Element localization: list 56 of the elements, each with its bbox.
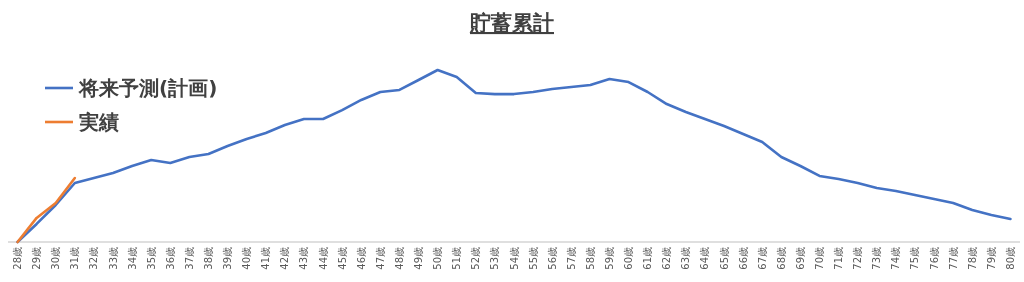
x-tick-label: 61歳 (642, 247, 654, 270)
x-tick-label: 63歳 (680, 247, 692, 270)
x-tick-label: 54歳 (508, 247, 520, 270)
x-tick-label: 50歳 (432, 247, 444, 270)
x-tick-label: 80歳 (1004, 247, 1016, 270)
x-tick-label: 75歳 (909, 247, 921, 270)
x-tick-label: 35歳 (145, 247, 157, 270)
x-tick-label: 37歳 (183, 247, 195, 270)
x-tick-label: 78歳 (966, 247, 978, 270)
x-tick-label: 46歳 (355, 247, 367, 270)
x-tick-label: 36歳 (164, 247, 176, 270)
x-tick-label: 66歳 (737, 247, 749, 270)
legend-label: 将来予測(計画) (78, 76, 218, 100)
x-tick-label: 38歳 (202, 247, 214, 270)
x-tick-label: 73歳 (871, 247, 883, 270)
x-tick-label: 62歳 (661, 247, 673, 270)
x-tick-label: 68歳 (775, 247, 787, 270)
x-tick-label: 33歳 (107, 247, 119, 270)
x-tick-label: 47歳 (374, 247, 386, 270)
x-tick-label: 40歳 (241, 247, 253, 270)
x-tick-label: 41歳 (260, 247, 272, 270)
x-tick-label: 34歳 (126, 247, 138, 270)
x-tick-label: 56歳 (546, 247, 558, 270)
x-tick-label: 49歳 (413, 247, 425, 270)
x-tick-label: 29歳 (31, 247, 43, 270)
x-tick-label: 42歳 (279, 247, 291, 270)
legend-label: 実績 (78, 110, 119, 134)
x-tick-label: 77歳 (947, 247, 959, 270)
x-tick-label: 32歳 (88, 247, 100, 270)
x-tick-label: 69歳 (794, 247, 806, 270)
x-tick-label: 30歳 (50, 247, 62, 270)
x-tick-label: 52歳 (470, 247, 482, 270)
x-tick-label: 67歳 (756, 247, 768, 270)
x-tick-label: 60歳 (623, 247, 635, 270)
x-tick-label: 58歳 (584, 247, 596, 270)
x-tick-label: 57歳 (565, 247, 577, 270)
x-tick-label: 76歳 (928, 247, 940, 270)
x-tick-label: 28歳 (12, 247, 24, 270)
x-tick-label: 53歳 (489, 247, 501, 270)
x-tick-label: 48歳 (393, 247, 405, 270)
x-tick-label: 70歳 (814, 247, 826, 270)
x-tick-label: 55歳 (527, 247, 539, 270)
x-tick-label: 44歳 (317, 247, 329, 270)
x-tick-label: 72歳 (852, 247, 864, 270)
x-tick-label: 31歳 (69, 247, 81, 270)
x-tick-label: 74歳 (890, 247, 902, 270)
x-tick-label: 43歳 (298, 247, 310, 270)
x-tick-label: 39歳 (222, 247, 234, 270)
x-tick-label: 45歳 (336, 247, 348, 270)
chart-title: 貯蓄累計 (469, 11, 554, 35)
x-tick-label: 59歳 (603, 247, 615, 270)
x-tick-label: 51歳 (451, 247, 463, 270)
x-tick-label: 71歳 (833, 247, 845, 270)
x-tick-label: 79歳 (985, 247, 997, 270)
x-tick-label: 64歳 (699, 247, 711, 270)
x-tick-label: 65歳 (718, 247, 730, 270)
